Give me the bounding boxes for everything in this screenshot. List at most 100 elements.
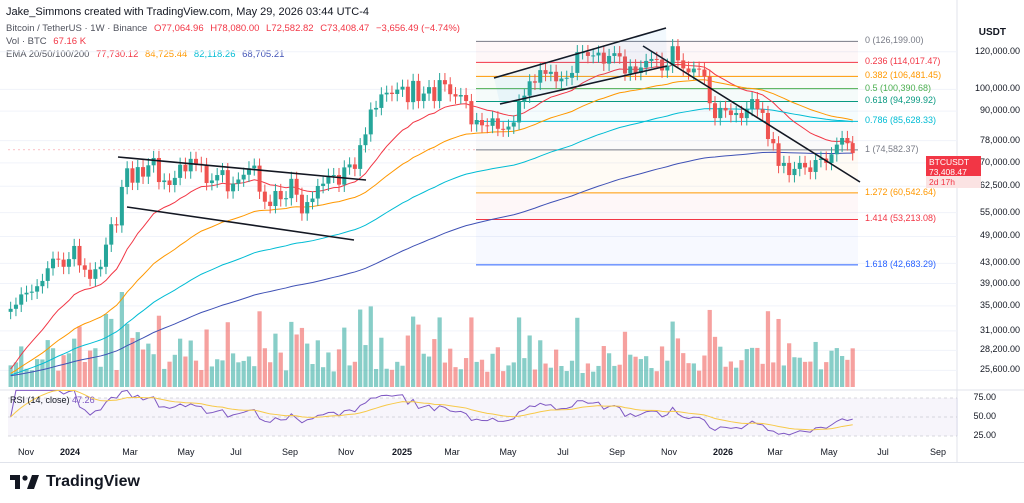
volume-bar: [103, 313, 109, 387]
volume-bar: [564, 371, 569, 387]
fib-zone: [476, 121, 858, 150]
volume-bar: [771, 362, 776, 387]
volume-bar: [776, 318, 781, 387]
candle: [114, 217, 119, 233]
volume-bar: [463, 358, 469, 387]
ema50-value: 84,725.44: [145, 49, 188, 60]
fib-level-label: 1 (74,582.37): [865, 143, 919, 154]
candle: [575, 45, 580, 81]
candle: [734, 105, 739, 123]
trendline: [126, 206, 355, 241]
candle-body: [103, 244, 108, 267]
volume-bar: [209, 366, 215, 387]
candle: [241, 167, 246, 187]
volume-bar: [734, 367, 739, 387]
candle: [82, 258, 87, 278]
volume-bar: [193, 360, 199, 387]
volume-bar: [315, 340, 320, 387]
volume-bar: [575, 317, 580, 387]
volume-bar: [395, 361, 400, 387]
candle: [458, 87, 463, 104]
candle-body: [363, 134, 368, 146]
volume-line: Vol · BTC 67.16 K: [6, 36, 90, 47]
candle-body: [342, 167, 347, 185]
fib-level-label: 1.618 (42,683.29): [865, 258, 937, 269]
volume-bar: [45, 340, 50, 387]
time-axis-label: Nov: [660, 447, 678, 457]
candle: [93, 262, 98, 287]
candle-body: [130, 168, 135, 183]
candle-body: [813, 160, 818, 172]
trendline: [493, 27, 667, 79]
volume-bar: [802, 361, 808, 387]
candle-body: [495, 118, 500, 129]
candle-body: [448, 84, 453, 95]
volume-bar: [591, 371, 596, 387]
fib-levels: [8, 40, 858, 266]
candle: [236, 172, 241, 192]
volume-bar: [792, 357, 797, 387]
candle-body: [808, 167, 813, 172]
candle-body: [77, 245, 82, 266]
candle-body: [728, 110, 733, 116]
candle: [633, 59, 638, 81]
candle-body: [585, 52, 590, 56]
volume-bar: [749, 347, 755, 387]
candle: [172, 170, 177, 193]
time-axis-label: 2025: [391, 447, 413, 457]
price-axis-label: 78,000.00: [979, 134, 1020, 145]
time-axis-label: Nov: [17, 447, 35, 457]
candle-body: [532, 81, 537, 83]
candle-body: [72, 245, 77, 260]
candle: [119, 179, 124, 233]
candle: [628, 59, 633, 81]
volume-bar: [114, 370, 119, 387]
fib-level-label: 0.5 (100,390.68): [865, 82, 932, 93]
candle: [384, 85, 389, 102]
candle-body: [601, 52, 606, 64]
candle-body: [707, 76, 712, 104]
candle-body: [172, 177, 177, 185]
volume-bar: [633, 356, 638, 387]
tradingview-logo[interactable]: TradingView: [10, 473, 140, 491]
ema200-line: [10, 151, 853, 377]
volume-bar: [797, 357, 802, 387]
volume-bar: [617, 364, 622, 387]
candle: [289, 171, 294, 206]
volume-bar: [824, 362, 829, 387]
volume-bar: [268, 362, 273, 387]
candle: [125, 161, 130, 195]
candle-body: [442, 80, 447, 85]
candle: [29, 284, 34, 301]
candle: [66, 252, 71, 275]
candle: [268, 194, 273, 214]
candle: [130, 161, 135, 191]
fib-level-label: 1.414 (53,213.08): [865, 213, 937, 224]
volume-bar: [29, 370, 34, 387]
volume-bar: [199, 370, 204, 387]
candle: [712, 96, 718, 126]
candle: [702, 62, 707, 84]
candle-body: [506, 126, 511, 130]
candle-body: [453, 94, 458, 97]
candle-body: [98, 266, 103, 270]
candle: [193, 151, 199, 172]
candle-body: [755, 99, 760, 110]
candle: [310, 191, 315, 210]
candle: [755, 91, 760, 117]
candle-body: [336, 175, 342, 185]
volume-bar: [654, 371, 659, 387]
volume-bar: [204, 329, 209, 387]
candle-body: [697, 68, 702, 70]
candle: [167, 173, 172, 193]
candle-body: [278, 190, 283, 200]
candle: [347, 157, 352, 175]
candle: [51, 251, 56, 276]
candle: [750, 91, 755, 117]
candle: [495, 111, 500, 137]
candle-body: [384, 92, 389, 95]
price-chart[interactable]: [0, 0, 1024, 462]
ema20-line: [10, 63, 853, 370]
trendline: [117, 156, 367, 181]
candle-body: [257, 165, 262, 192]
